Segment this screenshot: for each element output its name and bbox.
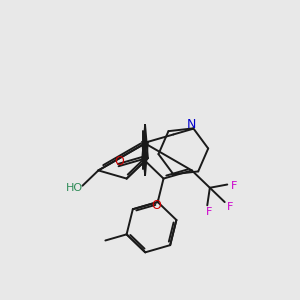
Text: F: F <box>206 207 212 217</box>
Text: F: F <box>231 181 237 191</box>
Text: F: F <box>226 202 233 212</box>
Text: N: N <box>187 118 196 131</box>
Text: HO: HO <box>65 184 83 194</box>
Text: O: O <box>114 155 124 168</box>
Text: O: O <box>152 199 161 212</box>
